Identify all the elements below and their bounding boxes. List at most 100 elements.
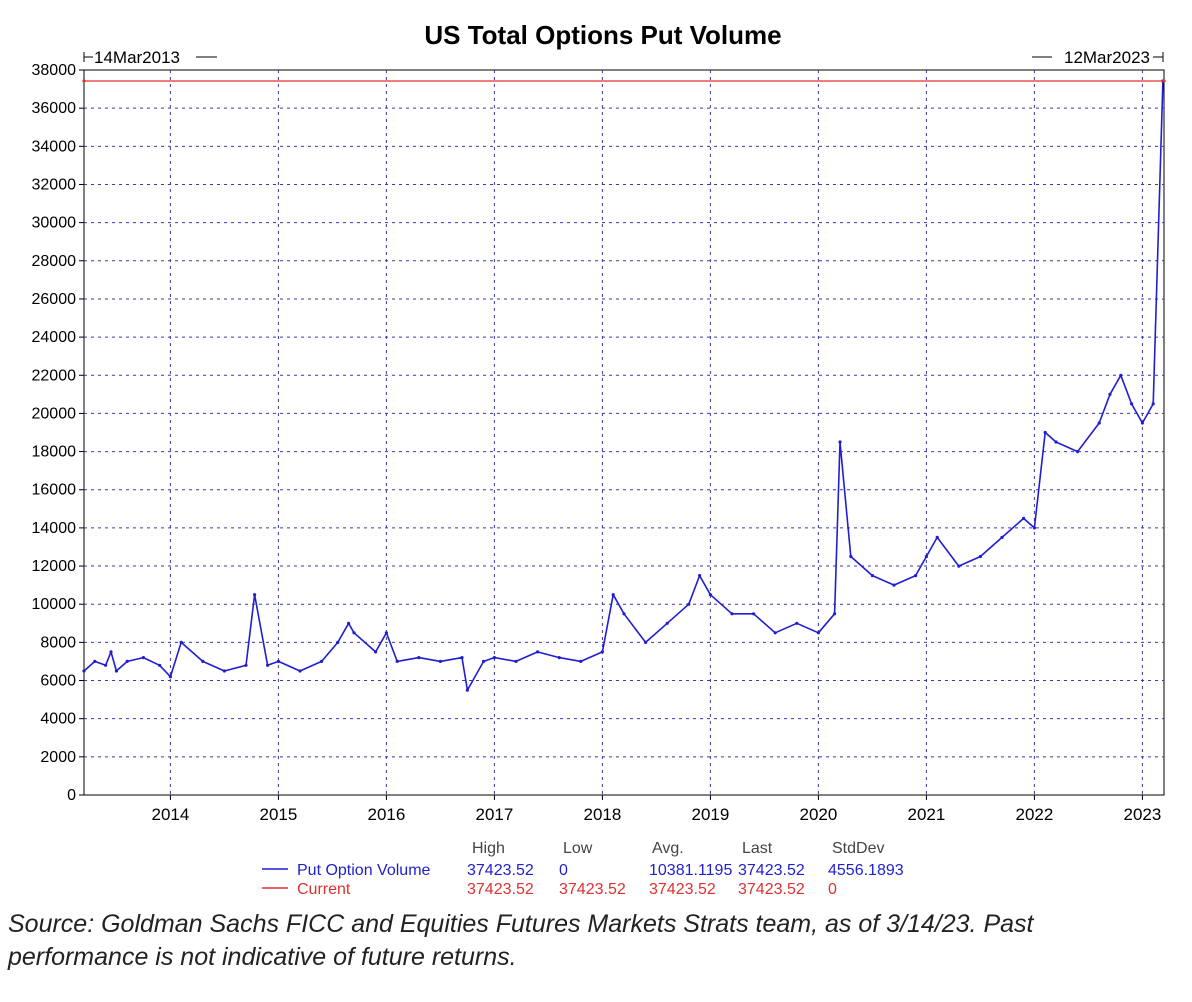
y-tick-label: 34000 [32,138,77,155]
y-tick-label: 22000 [32,367,77,384]
data-point [320,659,324,664]
data-point [1000,535,1004,540]
stats-legend: High Low Avg. Last StdDev Put Option Vol… [262,840,904,898]
data-point [644,640,648,645]
data-point [141,656,145,660]
x-tick-label: 2018 [583,805,621,824]
y-tick-label: 20000 [32,405,77,422]
data-point [93,659,97,664]
data-point [114,669,118,673]
stat-put-last: 37423.52 [738,862,805,879]
data-point [978,554,983,559]
stats-header-high: High [472,840,505,857]
stat-current-last: 37423.52 [738,881,805,898]
data-point [1043,430,1047,435]
y-tick-label: 38000 [32,62,77,79]
chart: US Total Options Put Volume 14Mar2013 12… [32,20,1166,898]
stat-current-low: 37423.52 [559,881,626,898]
y-tick-label: 14000 [32,520,77,537]
x-tick-label: 2014 [151,805,189,824]
y-tick-label: 18000 [32,444,77,461]
data-point [201,659,205,664]
data-point [266,663,270,667]
data-point [374,650,378,654]
data-point [1054,440,1058,444]
y-tick-label: 26000 [32,291,77,308]
stat-put-low: 0 [559,862,568,879]
data-point [168,675,172,679]
data-point [244,663,248,667]
stats-header-low: Low [563,840,593,857]
data-point [347,621,351,625]
data-point [298,669,302,673]
y-tick-label: 32000 [32,176,77,193]
series-put-option-volume [82,79,1165,692]
data-point [465,688,469,692]
data-point [838,440,842,444]
range-end-label: 12Mar2023 [1064,48,1150,67]
data-point [482,659,486,664]
stat-current-avg: 37423.52 [649,881,716,898]
data-point [1119,373,1123,377]
legend-label-current: Current [297,881,351,898]
data-point [622,612,626,616]
data-point [460,656,464,660]
data-point [849,554,853,559]
chart-title: US Total Options Put Volume [424,20,781,50]
data-point [1130,402,1134,406]
y-tick-label: 0 [67,787,76,804]
data-point [222,669,226,673]
stat-current-stddev: 0 [828,881,837,898]
data-point [438,659,442,664]
data-point [698,574,702,578]
data-point [914,574,918,578]
range-end-marker: 12Mar2023 [1032,48,1164,67]
axes: 0 2000 4000 6000 8000 10000 12000 14000 16000 180… [32,62,1162,824]
series [82,79,1166,692]
data-point [384,631,388,635]
y-tick-label: 10000 [32,596,77,613]
data-point [816,631,821,635]
y-tick-label: 6000 [40,673,76,690]
legend-label-put-volume: Put Option Volume [297,862,431,879]
data-point [1162,79,1166,83]
data-point [492,656,496,660]
y-tick-label: 36000 [32,100,77,117]
data-point [82,79,86,83]
series-line [83,80,1164,691]
data-point [1151,402,1155,406]
x-tick-label: 2021 [907,805,945,824]
data-point [870,574,875,578]
x-tick-label: 2023 [1123,805,1161,824]
data-point [752,612,756,616]
series-current [82,79,1166,83]
y-tick-label: 8000 [40,634,76,651]
y-tick-label: 30000 [32,215,77,232]
x-tick-label: 2022 [1015,805,1053,824]
y-tick-label: 24000 [32,329,77,346]
data-point [892,583,896,587]
y-tick-label: 12000 [32,558,77,575]
y-tick-label: 16000 [32,482,77,499]
x-tick-label: 2020 [799,805,837,824]
data-point [600,650,605,654]
data-point [557,656,561,660]
y-tick-label: 2000 [40,749,76,766]
data-point [125,659,129,664]
x-tick-label: 2016 [367,805,405,824]
data-point [82,669,86,673]
data-point [665,621,669,625]
data-point [795,621,799,625]
stat-put-high: 37423.52 [467,862,534,879]
plot-area [83,69,1165,796]
stats-header-last: Last [742,840,773,857]
range-start-marker: 14Mar2013 [83,48,217,67]
data-point [395,659,399,664]
x-tick-label: 2017 [475,805,513,824]
data-point [773,631,777,635]
stats-header-avg: Avg. [652,840,684,857]
data-point [336,640,340,645]
data-point [179,640,183,645]
y-tick-label: 28000 [32,253,77,270]
data-point [1022,516,1026,521]
